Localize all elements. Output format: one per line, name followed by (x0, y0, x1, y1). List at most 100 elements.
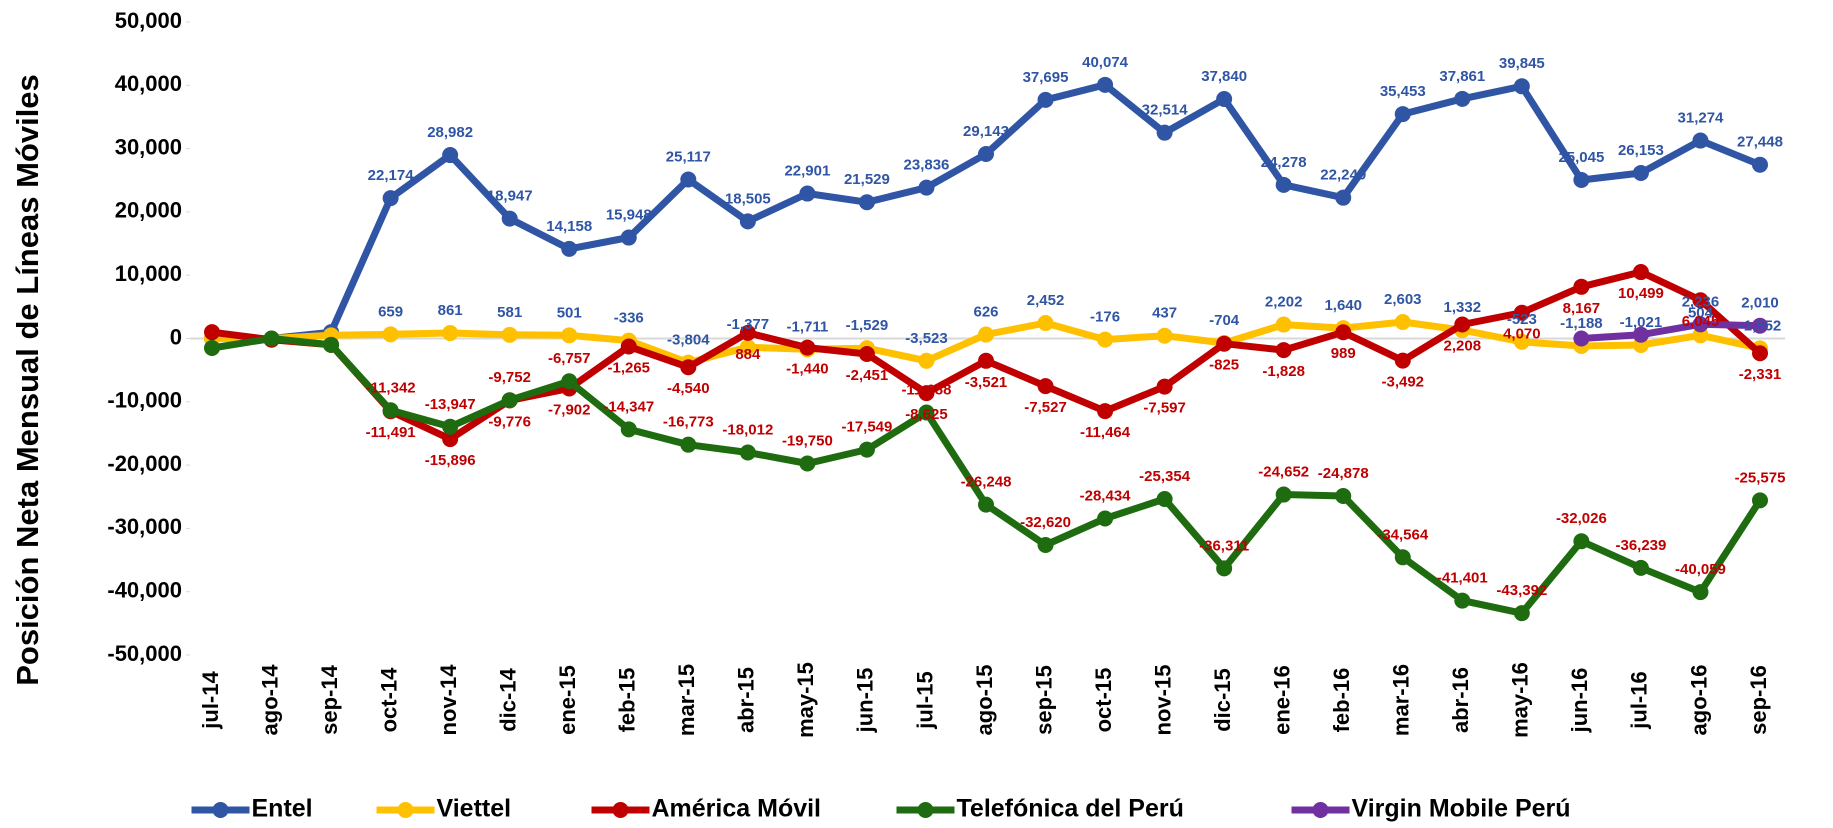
y-tick-label: -30,000 (107, 514, 182, 539)
point (1454, 90, 1471, 107)
point (978, 326, 994, 343)
data-label: 884 (735, 346, 761, 363)
data-label: -1,711 (787, 318, 829, 335)
data-label: 2,236 (1682, 293, 1720, 310)
point (1394, 352, 1411, 369)
point (1454, 592, 1471, 609)
legend-label: Virgin Mobile Perú (1352, 795, 1571, 823)
data-label: 24,278 (1261, 154, 1307, 171)
y-tick-label: 40,000 (115, 71, 182, 96)
data-label: -13,947 (425, 396, 476, 413)
data-label: 32,514 (1142, 102, 1189, 119)
x-tick-label: sep-16 (1746, 665, 1771, 735)
data-label: 21,529 (844, 171, 890, 188)
point (1573, 533, 1590, 550)
data-label: 29,143 (963, 123, 1009, 140)
point (1632, 559, 1649, 576)
data-label: -14,347 (603, 398, 654, 415)
point (1394, 106, 1411, 123)
x-tick-label: nov-14 (436, 664, 461, 736)
data-label: -17,549 (841, 419, 892, 436)
data-label: -25,575 (1735, 469, 1786, 486)
data-label: -36,239 (1615, 537, 1666, 554)
data-label: 437 (1152, 305, 1177, 322)
point (1275, 486, 1292, 503)
point (1037, 91, 1054, 108)
x-tick-label: mar-15 (674, 664, 699, 736)
point (1275, 176, 1292, 193)
point (1097, 331, 1114, 348)
data-label: -176 (1090, 309, 1120, 326)
data-label: -24,878 (1318, 465, 1369, 482)
data-label: -11,342 (366, 379, 416, 396)
y-tick-label: -50,000 (107, 641, 182, 666)
x-tick-label: may-16 (1508, 662, 1533, 738)
legend-label: América Móvil (652, 795, 822, 823)
point (918, 404, 935, 421)
point (858, 346, 875, 363)
y-tick-label: 20,000 (115, 198, 182, 223)
data-label: 22,249 (1320, 167, 1366, 184)
data-label: -2,331 (1739, 366, 1782, 383)
point (680, 436, 697, 453)
legend-marker (397, 802, 414, 818)
series-line (1581, 320, 1761, 342)
data-label: -336 (614, 310, 644, 327)
point (1037, 536, 1054, 553)
point (1454, 316, 1471, 333)
point (680, 359, 697, 376)
legend-label: Entel (252, 795, 313, 823)
data-label: -3,523 (905, 330, 948, 347)
data-label: 27,448 (1737, 134, 1783, 151)
x-tick-label: feb-16 (1329, 668, 1354, 733)
point (620, 421, 637, 438)
point (382, 402, 399, 419)
x-tick-label: dic-14 (496, 667, 521, 731)
point (739, 339, 756, 356)
data-label: 504 (1688, 304, 1714, 321)
data-label: 581 (497, 304, 522, 321)
legend-label: Telefónica del Perú (957, 795, 1184, 823)
point (918, 352, 935, 369)
data-label: -1,529 (846, 317, 889, 334)
y-tick-label: 10,000 (115, 261, 182, 286)
data-label: -32,620 (1020, 514, 1071, 531)
point (1513, 605, 1530, 622)
point (442, 418, 459, 435)
data-label: 25,045 (1558, 149, 1604, 166)
point (1692, 327, 1709, 344)
data-label: 37,840 (1201, 68, 1247, 85)
data-label: -15,896 (425, 452, 476, 469)
point (1692, 132, 1709, 149)
data-label: -825 (1209, 357, 1239, 374)
data-label: -8,625 (905, 406, 948, 423)
data-label: 28,982 (427, 124, 473, 141)
point (382, 326, 399, 343)
point (1573, 330, 1590, 347)
point (1335, 189, 1352, 206)
point (1692, 292, 1709, 309)
data-label: 989 (1331, 345, 1356, 362)
data-label: -1,188 (1560, 315, 1603, 332)
point (561, 240, 578, 257)
point (442, 325, 459, 342)
data-label: 22,901 (784, 163, 830, 180)
x-tick-label: jun-15 (853, 668, 878, 734)
data-label: -1,021 (1620, 314, 1663, 331)
x-tick-label: may-15 (793, 662, 818, 738)
data-label: 6,045 (1682, 313, 1720, 330)
data-label: 37,695 (1023, 69, 1069, 86)
point (799, 185, 816, 202)
point (1632, 326, 1649, 343)
point (561, 373, 578, 390)
data-label: 18,505 (725, 190, 771, 207)
point (620, 229, 637, 246)
point (918, 179, 935, 196)
point (739, 213, 756, 230)
data-label: 18,947 (487, 188, 533, 205)
point (442, 147, 459, 164)
data-label: -1,552 (1739, 317, 1782, 334)
point (1573, 171, 1590, 188)
point (561, 327, 578, 344)
